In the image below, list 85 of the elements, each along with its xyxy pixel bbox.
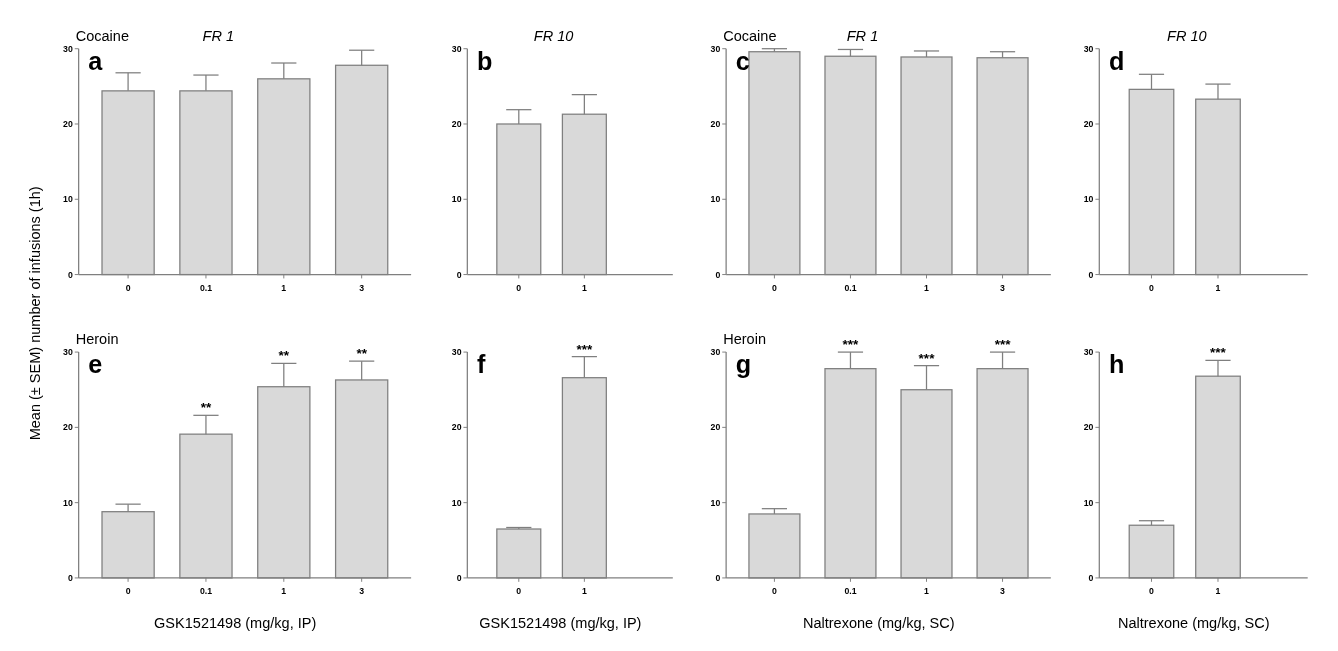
annotation: b [477, 47, 493, 76]
y-tick-label: 10 [1083, 497, 1094, 508]
y-tick-label: 10 [63, 194, 73, 205]
annotation: *** [994, 337, 1012, 353]
y-tick-label: 20 [63, 422, 73, 433]
x-tick-label: 0 [125, 586, 131, 597]
chart-title: FR 10 [1167, 27, 1207, 44]
x-tick-label: 0 [1149, 586, 1155, 597]
y-tick-label: 30 [710, 347, 721, 358]
x-tick-label: 0.1 [199, 586, 213, 597]
y-tick-label: 0 [67, 269, 73, 280]
annotation: ** [200, 400, 212, 416]
annotation: *** [1210, 345, 1227, 361]
x-tick-label: 3 [1000, 586, 1006, 597]
text: Heroin [75, 331, 119, 348]
y-tick-label: 20 [1083, 119, 1094, 130]
x-tick-label: 1 [924, 586, 930, 597]
chart-title: FR 1 [846, 27, 879, 44]
x-axis-title: GSK1521498 (mg/kg, IP) [479, 615, 642, 632]
y-tick-label: 30 [710, 43, 721, 54]
x-axis-title: Naltrexone (mg/kg, SC) [1117, 615, 1270, 632]
y-tick-label: 0 [1088, 572, 1094, 583]
x-tick-label: 0 [771, 586, 777, 597]
y-tick-label: 10 [451, 497, 462, 508]
y-tick-label: 30 [1083, 43, 1094, 54]
y-tick-label: 0 [1088, 269, 1094, 280]
annotation: e [88, 350, 103, 379]
annotation: f [477, 350, 487, 379]
x-tick-label: 1 [281, 586, 287, 597]
x-tick-label: 0 [516, 283, 522, 294]
y-tick-label: 0 [715, 269, 721, 280]
x-tick-label: 1 [1215, 283, 1221, 294]
x-tick-label: 0.1 [199, 283, 213, 294]
y-tick-label: 0 [456, 572, 462, 583]
annotation: c [735, 47, 750, 76]
y-tick-label: 0 [456, 269, 462, 280]
y-tick-label: 20 [451, 422, 462, 433]
y-tick-label: 10 [63, 497, 73, 508]
y-tick-label: 30 [63, 43, 73, 54]
y-tick-label: 30 [451, 347, 462, 358]
x-tick-label: 3 [1000, 283, 1006, 294]
x-tick-label: 0 [771, 283, 777, 294]
y-tick-label: 10 [451, 194, 462, 205]
x-tick-label: 1 [581, 283, 587, 294]
x-tick-label: 1 [581, 586, 587, 597]
x-tick-label: 1 [281, 283, 287, 294]
y-tick-label: 20 [451, 119, 462, 130]
y-tick-label: 10 [710, 194, 721, 205]
annotation: g [735, 350, 752, 379]
y-tick-label: 20 [63, 119, 73, 130]
annotation: h [1108, 350, 1125, 379]
x-tick-label: 0.1 [844, 283, 857, 294]
x-tick-label: 0 [516, 586, 522, 597]
annotation: *** [842, 337, 860, 353]
y-tick-label: 10 [710, 497, 721, 508]
annotation: *** [918, 350, 936, 366]
annotation: *** [576, 341, 593, 357]
annotation: d [1108, 47, 1125, 76]
x-tick-label: 1 [924, 283, 930, 294]
x-tick-label: 0 [1149, 283, 1155, 294]
annotation: ** [356, 346, 368, 362]
chart-title: FR 10 [533, 27, 574, 44]
annotation: ** [278, 348, 290, 364]
x-tick-label: 3 [359, 283, 365, 294]
y-tick-label: 0 [715, 572, 721, 583]
annotation: a [88, 47, 104, 76]
y-tick-label: 30 [63, 347, 73, 358]
y-tick-label: 30 [1083, 347, 1094, 358]
y-tick-label: 0 [67, 572, 73, 583]
text: Cocaine [723, 27, 777, 44]
x-tick-label: 0.1 [844, 586, 857, 597]
y-tick-label: 20 [1083, 422, 1094, 433]
chart-title: FR 1 [202, 27, 235, 44]
y-axis-title: Mean (± SEM) number of infusions (1h) [26, 186, 43, 441]
y-tick-label: 20 [710, 422, 721, 433]
x-axis-title: Naltrexone (mg/kg, SC) [802, 615, 955, 632]
x-tick-label: 3 [359, 586, 365, 597]
y-tick-label: 10 [1083, 194, 1094, 205]
y-tick-label: 20 [710, 119, 721, 130]
text: Heroin [723, 331, 766, 348]
text: Cocaine [75, 27, 130, 44]
x-tick-label: 1 [1215, 586, 1221, 597]
y-tick-label: 30 [451, 43, 462, 54]
x-axis-title: GSK1521498 (mg/kg, IP) [154, 615, 317, 632]
x-tick-label: 0 [125, 283, 131, 294]
